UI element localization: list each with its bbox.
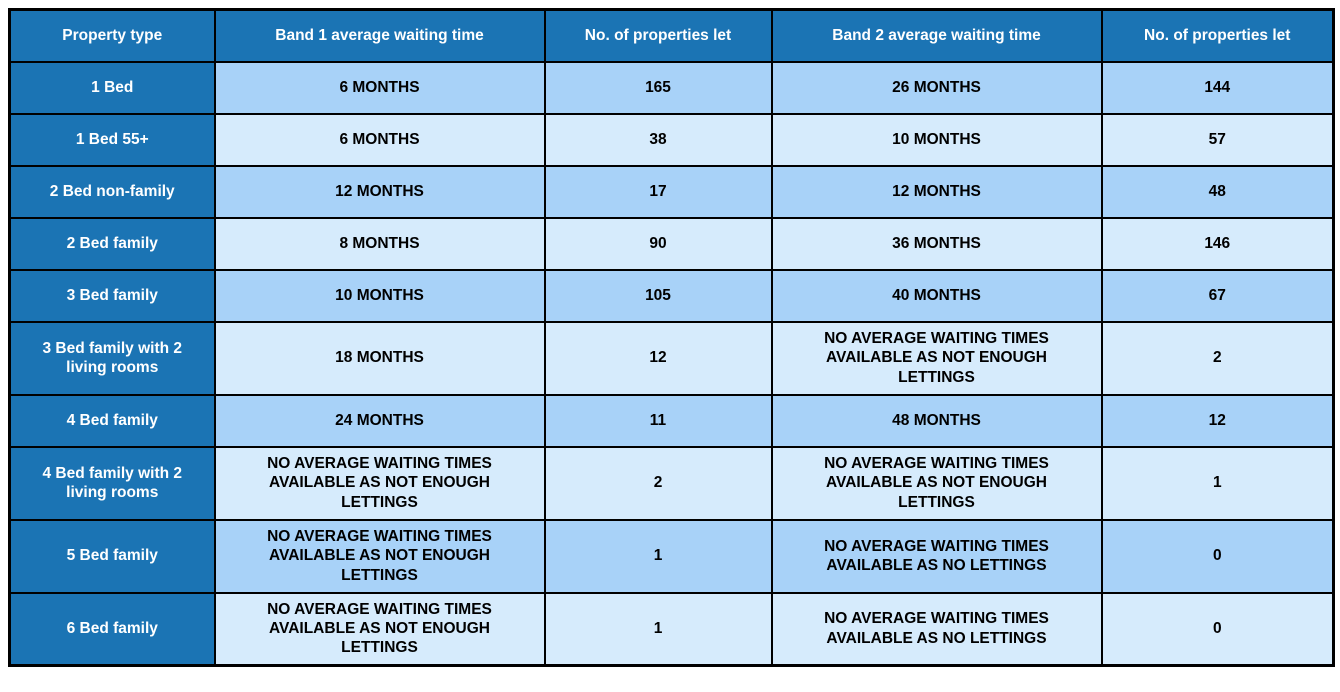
table-row: 6 Bed family NO AVERAGE WAITING TIMES AV… bbox=[8, 591, 1335, 667]
column-header-band1-waiting-time: Band 1 average waiting time bbox=[213, 8, 546, 63]
band1-wait-cell: 12 MONTHS bbox=[213, 164, 546, 219]
property-type-cell: 1 Bed bbox=[8, 60, 216, 115]
band2-let-cell: 0 bbox=[1100, 591, 1335, 667]
property-type-cell: 4 Bed family bbox=[8, 393, 216, 448]
band2-let-cell: 48 bbox=[1100, 164, 1335, 219]
band1-let-cell: 90 bbox=[543, 216, 773, 271]
band1-let-cell: 17 bbox=[543, 164, 773, 219]
band1-let-cell: 105 bbox=[543, 268, 773, 323]
table-row: 1 Bed 6 MONTHS 165 26 MONTHS 144 bbox=[8, 60, 1335, 115]
band1-wait-cell: 6 MONTHS bbox=[213, 112, 546, 167]
lettings-waiting-times-table: Property type Band 1 average waiting tim… bbox=[8, 8, 1335, 667]
table-row: 2 Bed non-family 12 MONTHS 17 12 MONTHS … bbox=[8, 164, 1335, 219]
band1-wait-cell: 18 MONTHS bbox=[213, 320, 546, 396]
band1-let-cell: 2 bbox=[543, 445, 773, 521]
table-row: 4 Bed family with 2 living rooms NO AVER… bbox=[8, 445, 1335, 521]
band2-wait-cell: NO AVERAGE WAITING TIMES AVAILABLE AS NO… bbox=[770, 591, 1103, 667]
property-type-cell: 3 Bed family with 2 living rooms bbox=[8, 320, 216, 396]
property-type-cell: 4 Bed family with 2 living rooms bbox=[8, 445, 216, 521]
property-type-cell: 1 Bed 55+ bbox=[8, 112, 216, 167]
band2-wait-cell: NO AVERAGE WAITING TIMES AVAILABLE AS NO… bbox=[770, 445, 1103, 521]
band1-let-cell: 1 bbox=[543, 518, 773, 594]
column-header-band2-waiting-time: Band 2 average waiting time bbox=[770, 8, 1103, 63]
property-type-cell: 2 Bed non-family bbox=[8, 164, 216, 219]
band1-wait-cell: 24 MONTHS bbox=[213, 393, 546, 448]
table-header-row: Property type Band 1 average waiting tim… bbox=[8, 8, 1335, 63]
band2-wait-cell: 36 MONTHS bbox=[770, 216, 1103, 271]
band1-let-cell: 1 bbox=[543, 591, 773, 667]
band2-let-cell: 12 bbox=[1100, 393, 1335, 448]
band2-wait-cell: 10 MONTHS bbox=[770, 112, 1103, 167]
band1-wait-cell: 8 MONTHS bbox=[213, 216, 546, 271]
table-row: 4 Bed family 24 MONTHS 11 48 MONTHS 12 bbox=[8, 393, 1335, 448]
band2-wait-cell: 12 MONTHS bbox=[770, 164, 1103, 219]
band2-let-cell: 57 bbox=[1100, 112, 1335, 167]
band2-let-cell: 2 bbox=[1100, 320, 1335, 396]
band1-wait-cell: NO AVERAGE WAITING TIMES AVAILABLE AS NO… bbox=[213, 445, 546, 521]
band1-wait-cell: 6 MONTHS bbox=[213, 60, 546, 115]
column-header-band2-properties-let: No. of properties let bbox=[1100, 8, 1335, 63]
property-type-cell: 6 Bed family bbox=[8, 591, 216, 667]
column-header-band1-properties-let: No. of properties let bbox=[543, 8, 773, 63]
column-header-property-type: Property type bbox=[8, 8, 216, 63]
table-row: 3 Bed family 10 MONTHS 105 40 MONTHS 67 bbox=[8, 268, 1335, 323]
band2-let-cell: 0 bbox=[1100, 518, 1335, 594]
band1-wait-cell: NO AVERAGE WAITING TIMES AVAILABLE AS NO… bbox=[213, 591, 546, 667]
band2-wait-cell: NO AVERAGE WAITING TIMES AVAILABLE AS NO… bbox=[770, 320, 1103, 396]
band1-wait-cell: NO AVERAGE WAITING TIMES AVAILABLE AS NO… bbox=[213, 518, 546, 594]
table-row: 3 Bed family with 2 living rooms 18 MONT… bbox=[8, 320, 1335, 396]
table-row: 5 Bed family NO AVERAGE WAITING TIMES AV… bbox=[8, 518, 1335, 594]
band2-wait-cell: 40 MONTHS bbox=[770, 268, 1103, 323]
table-row: 2 Bed family 8 MONTHS 90 36 MONTHS 146 bbox=[8, 216, 1335, 271]
band1-let-cell: 165 bbox=[543, 60, 773, 115]
band2-wait-cell: 48 MONTHS bbox=[770, 393, 1103, 448]
band2-let-cell: 144 bbox=[1100, 60, 1335, 115]
band1-let-cell: 11 bbox=[543, 393, 773, 448]
table-row: 1 Bed 55+ 6 MONTHS 38 10 MONTHS 57 bbox=[8, 112, 1335, 167]
band2-let-cell: 67 bbox=[1100, 268, 1335, 323]
band2-wait-cell: 26 MONTHS bbox=[770, 60, 1103, 115]
band2-let-cell: 146 bbox=[1100, 216, 1335, 271]
band2-wait-cell: NO AVERAGE WAITING TIMES AVAILABLE AS NO… bbox=[770, 518, 1103, 594]
band1-wait-cell: 10 MONTHS bbox=[213, 268, 546, 323]
band2-let-cell: 1 bbox=[1100, 445, 1335, 521]
property-type-cell: 2 Bed family bbox=[8, 216, 216, 271]
band1-let-cell: 12 bbox=[543, 320, 773, 396]
page-background: Property type Band 1 average waiting tim… bbox=[8, 8, 1335, 667]
property-type-cell: 3 Bed family bbox=[8, 268, 216, 323]
property-type-cell: 5 Bed family bbox=[8, 518, 216, 594]
band1-let-cell: 38 bbox=[543, 112, 773, 167]
